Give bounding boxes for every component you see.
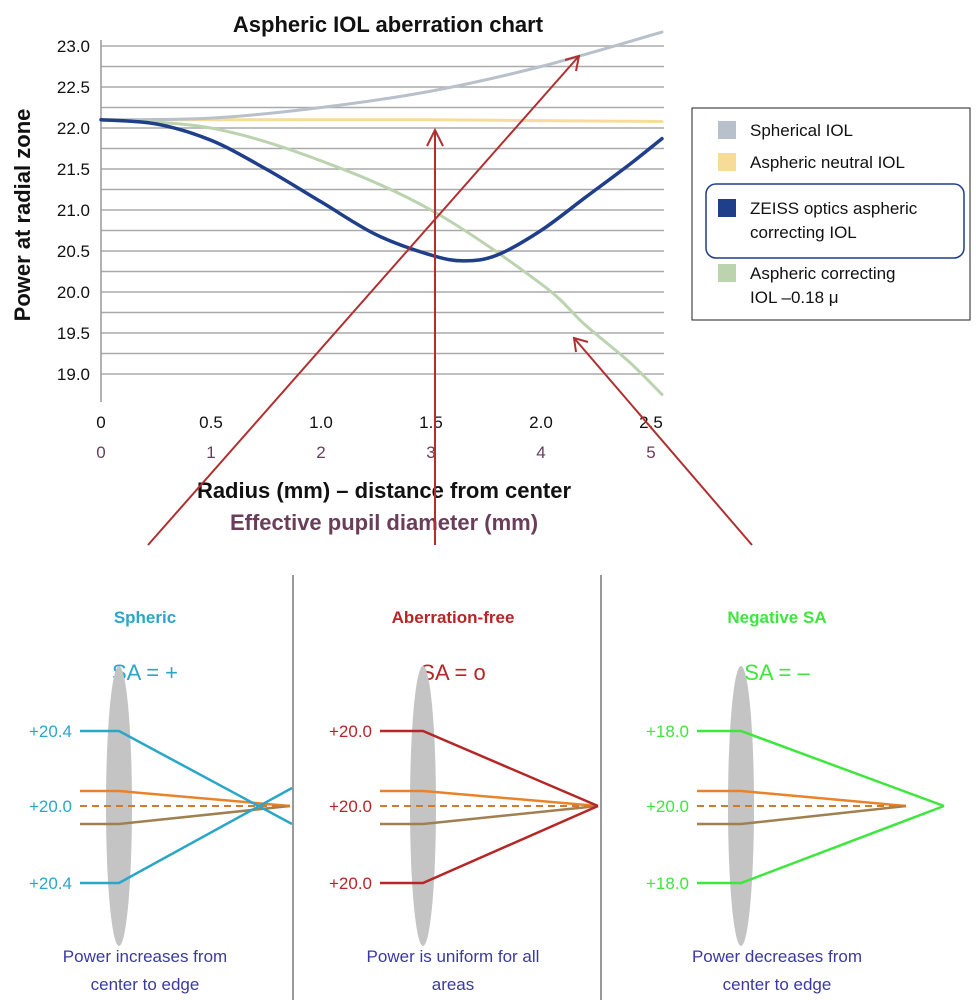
legend-swatch-neutral — [718, 153, 736, 171]
outer-ray-top — [80, 729, 293, 826]
panel-caption-line2: center to edge — [91, 975, 200, 994]
outer-ray-top — [697, 729, 945, 808]
x2-tick-label: 4 — [536, 443, 545, 462]
x2-tick-label: 1 — [206, 443, 215, 462]
x-tick-label: 0 — [96, 413, 105, 432]
inner-ray-bottom — [380, 804, 599, 826]
inner-ray-top — [380, 789, 599, 808]
lens-panel: Negative SA SA = – +18.0 +20.0 +18.0 Power de… — [646, 608, 945, 994]
arrow-spheric — [147, 55, 580, 546]
inner-ray-top — [80, 789, 291, 808]
panel-title: Spheric — [114, 608, 176, 627]
x-tick-label: 2.0 — [529, 413, 553, 432]
y-tick-label: 20.5 — [57, 242, 90, 261]
panel-caption-line1: Power is uniform for all — [367, 947, 540, 966]
lens-shape — [728, 666, 754, 946]
chart-title: Aspheric IOL aberration chart — [233, 12, 544, 37]
x2-tick-label: 5 — [646, 443, 655, 462]
y-tick-labels: 23.0 22.5 22.0 21.5 21.0 20.5 20.0 19.5 19.0 — [57, 37, 90, 384]
power-label-top: +18.0 — [646, 722, 689, 741]
y-tick-label: 21.5 — [57, 160, 90, 179]
panel-sa-label: SA = – — [744, 660, 810, 685]
y-tick-label: 21.0 — [57, 201, 90, 220]
x2-tick-label: 2 — [316, 443, 325, 462]
y-tick-label: 23.0 — [57, 37, 90, 56]
legend-swatch-spherical — [718, 121, 736, 139]
outer-ray-bottom — [697, 804, 945, 885]
y-tick-label: 19.5 — [57, 324, 90, 343]
panel-sa-label: SA = o — [420, 660, 485, 685]
power-label-center: +20.0 — [29, 797, 72, 816]
panel-title: Aberration-free — [392, 608, 515, 627]
power-label-bottom: +20.4 — [29, 874, 72, 893]
series-lines — [99, 30, 664, 396]
legend-label-correcting: Aspheric correcting IOL –0.18 μ — [750, 264, 896, 307]
y-tick-label: 20.0 — [57, 283, 90, 302]
x2-tick-label: 3 — [426, 443, 435, 462]
panel-title: Negative SA — [727, 608, 826, 627]
inner-ray-top — [697, 789, 907, 808]
legend: Spherical IOL Aspheric neutral IOL ZEISS… — [691, 107, 971, 321]
y-tick-label: 22.5 — [57, 78, 90, 97]
legend-label-spherical: Spherical IOL — [750, 121, 853, 140]
power-label-top: +20.0 — [329, 722, 372, 741]
x-axis-title: Radius (mm) – distance from center — [197, 478, 572, 503]
outer-ray-bottom — [80, 786, 293, 885]
annotation-arrows — [147, 54, 753, 546]
legend-swatch-correcting — [718, 264, 736, 282]
series-zeiss-line — [99, 118, 664, 263]
power-label-bottom: +18.0 — [646, 874, 689, 893]
power-label-center: +20.0 — [646, 797, 689, 816]
x-tick-label: 1.0 — [309, 413, 333, 432]
panel-caption-line1: Power decreases from — [692, 947, 862, 966]
x2-tick-label: 0 — [96, 443, 105, 462]
power-label-bottom: +20.0 — [329, 874, 372, 893]
outer-ray-bottom — [380, 804, 599, 885]
outer-ray-top — [380, 729, 599, 808]
x2-axis-title: Effective pupil diameter (mm) — [230, 510, 538, 535]
panel-caption-line2: areas — [432, 975, 475, 994]
x-tick-label: 2.5 — [639, 413, 663, 432]
inner-ray-bottom — [80, 804, 291, 826]
lens-panel: Aberration-free SA = o +20.0 +20.0 +20.0 Powe… — [329, 608, 599, 994]
x-tick-label: 0.5 — [199, 413, 223, 432]
legend-label-neutral: Aspheric neutral IOL — [750, 153, 905, 172]
legend-label-zeiss: ZEISS optics aspheric correcting IOL — [750, 199, 918, 242]
inner-ray-bottom — [697, 804, 907, 826]
power-label-top: +20.4 — [29, 722, 72, 741]
legend-highlight — [705, 183, 965, 259]
series-spherical-line — [99, 30, 664, 122]
grid-lines — [101, 45, 664, 375]
x-tick-label: 1.5 — [419, 413, 443, 432]
y-axis-title: Power at radial zone — [10, 109, 35, 322]
panel-caption-line1: Power increases from — [63, 947, 227, 966]
x2-tick-labels: 0 1 2 3 4 5 — [96, 443, 655, 462]
legend-box — [691, 107, 971, 321]
y-tick-label: 19.0 — [57, 365, 90, 384]
arrow-negative — [573, 337, 753, 546]
y-tick-label: 22.0 — [57, 119, 90, 138]
legend-swatch-zeiss — [718, 199, 736, 217]
x-tick-labels: 0 0.5 1.0 1.5 2.0 2.5 — [96, 413, 663, 432]
panel-caption-line2: center to edge — [723, 975, 832, 994]
power-label-center: +20.0 — [329, 797, 372, 816]
series-correcting-line — [99, 118, 664, 396]
